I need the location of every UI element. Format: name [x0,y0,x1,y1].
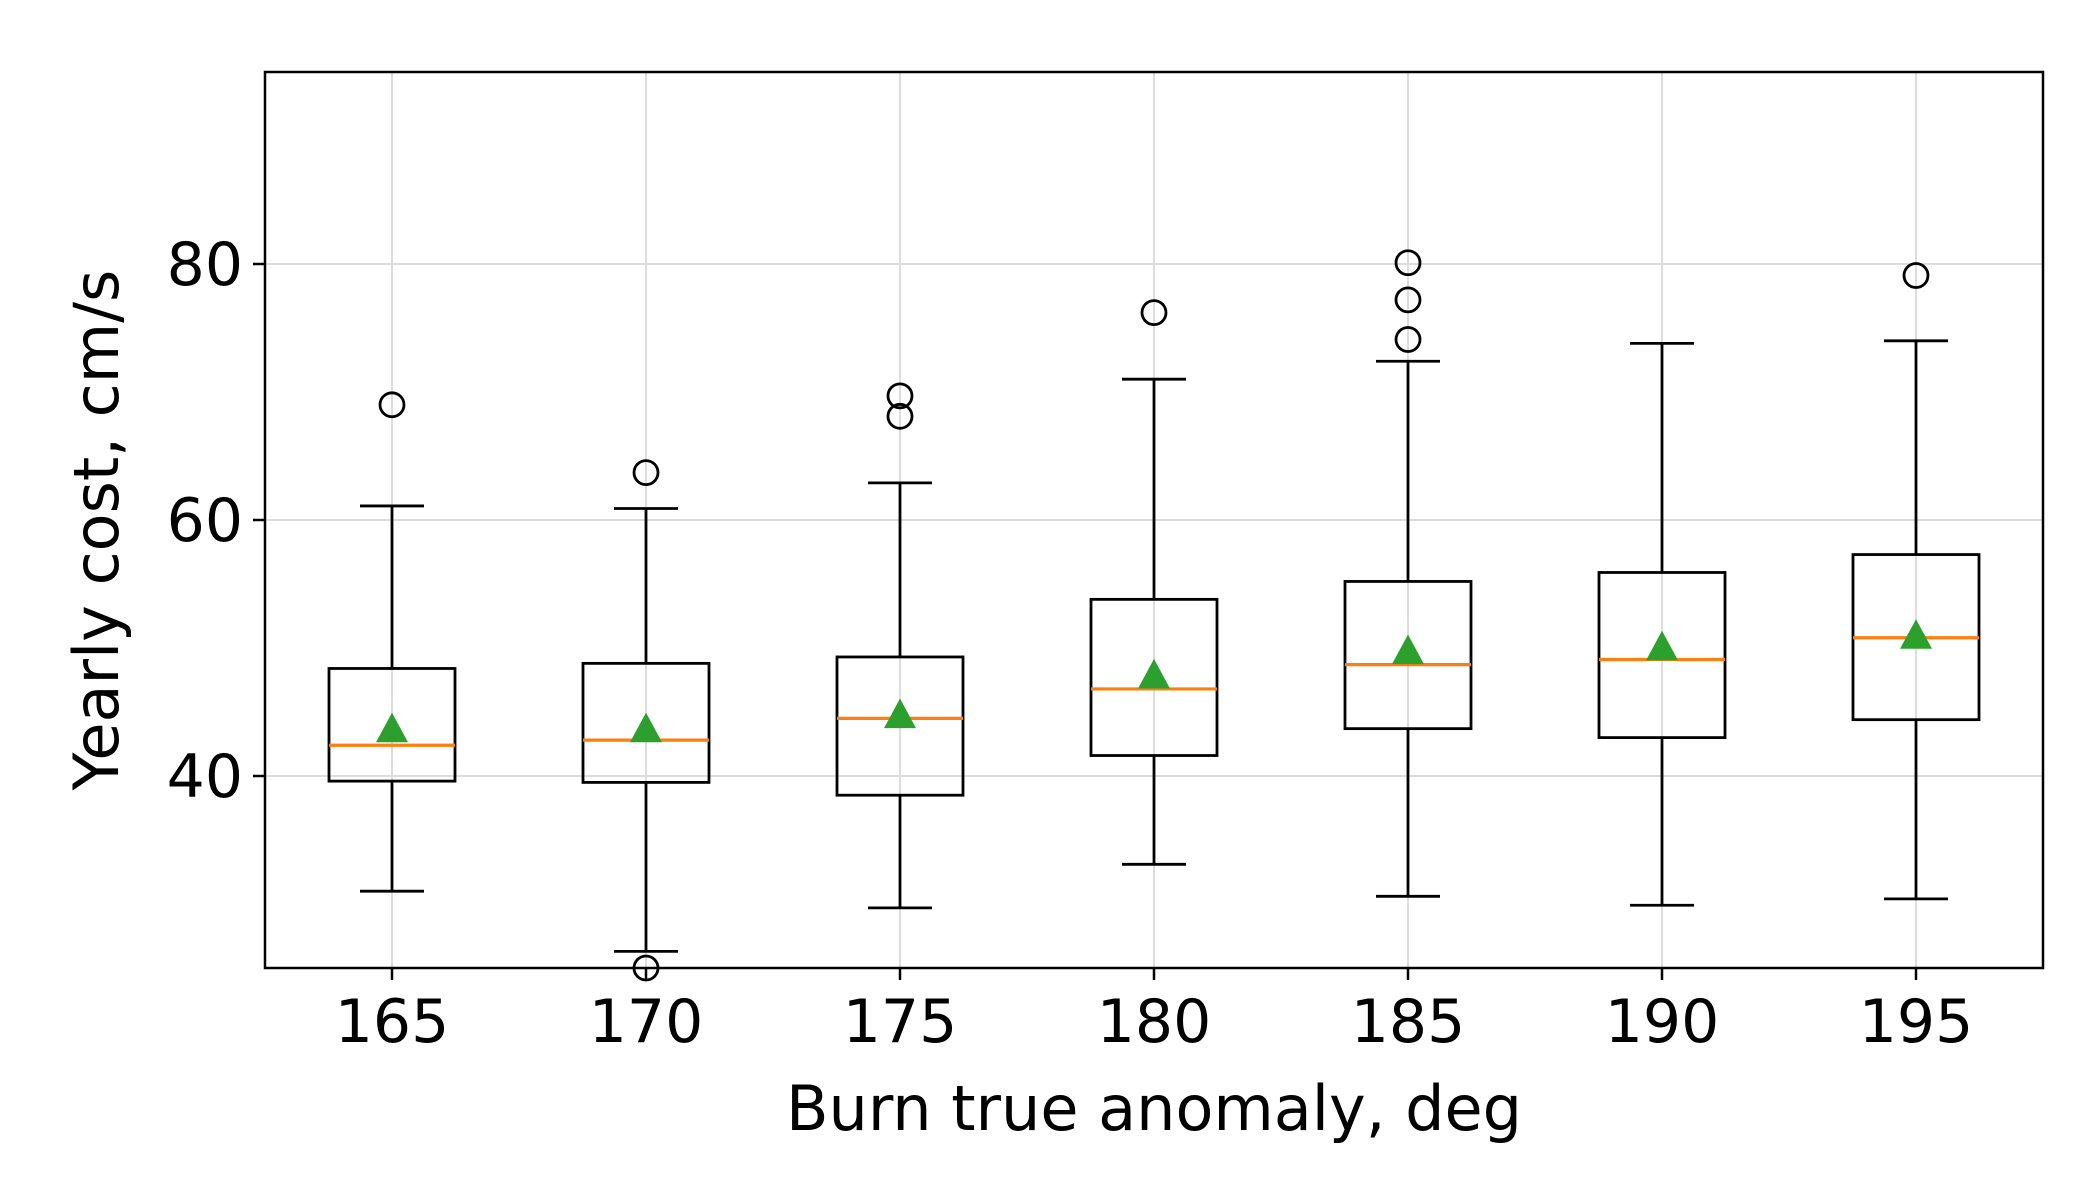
outlier-point [1394,249,1422,277]
x-tick-label: 190 [1605,987,1720,1057]
x-tick-label: 180 [1097,987,1212,1057]
x-tick-label: 165 [335,987,450,1057]
y-tick-label: 60 [167,486,243,556]
iqr-box [1597,571,1727,739]
outlier-point [1140,299,1168,327]
mean-marker [1646,630,1678,661]
iqr-box [327,667,457,783]
iqr-box [581,661,711,784]
mean-marker [1392,634,1424,665]
boxes [327,249,1981,982]
iqr-box [1343,580,1473,731]
x-tick-label: 185 [1351,987,1466,1057]
outlier-point [632,459,660,487]
outlier-point [1394,326,1422,353]
box-180 [1089,299,1219,866]
x-axis-label: Burn true anomaly, deg [786,1072,1522,1145]
iqr-box [1089,597,1219,757]
iqr-box [835,655,965,797]
outlier-point [1902,262,1930,289]
box-175 [835,382,965,910]
outlier-point [378,391,406,419]
y-tick-label: 40 [167,742,243,812]
outlier-point [886,382,914,410]
box-170 [581,459,711,982]
mean-marker [1900,619,1932,649]
box-195 [1851,262,1981,901]
box-190 [1597,341,1727,907]
outlier-point [886,402,914,430]
mean-marker [1138,658,1170,689]
mean-marker [884,698,916,729]
x-tick-label: 195 [1859,987,1974,1057]
x-tick-label: 170 [589,987,704,1057]
box-165 [327,391,457,893]
y-axis-label: Yearly cost, cm/s [60,270,133,792]
y-tick-label: 80 [167,230,243,300]
outlier-point [1394,286,1422,314]
mean-marker [376,712,408,743]
box-185 [1343,249,1473,898]
mean-marker [630,712,662,743]
x-tick-label: 175 [843,987,958,1057]
axis-ticks: 165 170 175 180 185 190 195 40 60 80 [167,230,1974,1057]
